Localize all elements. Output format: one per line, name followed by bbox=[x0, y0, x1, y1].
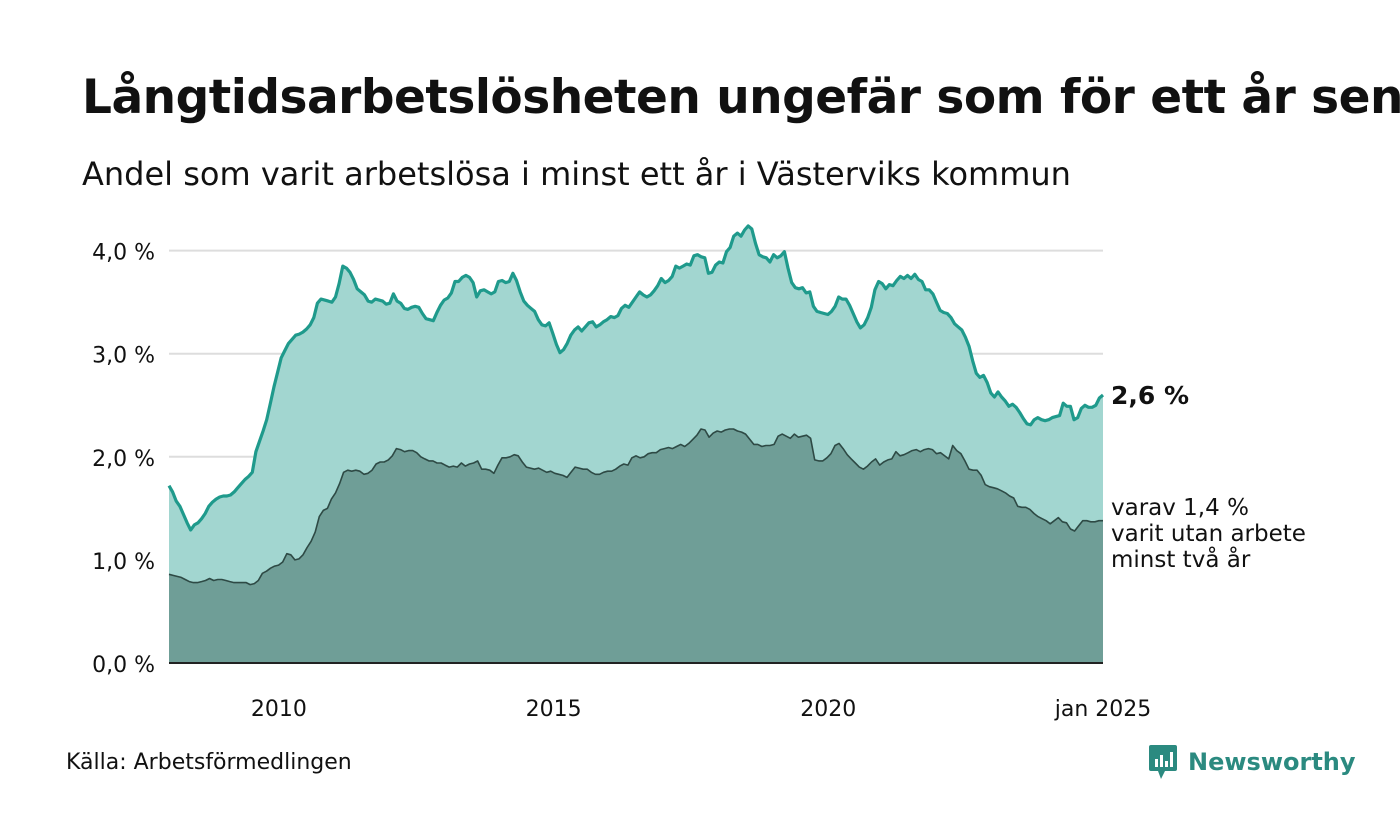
newsworthy-logo-icon bbox=[1149, 745, 1177, 779]
x-axis-tick-labels: 2010 2015 2020 jan 2025 bbox=[251, 697, 1151, 722]
brand-logo[interactable]: Newsworthy bbox=[1148, 744, 1356, 780]
y-tick-label: 4,0 % bbox=[92, 241, 155, 266]
brand-name: Newsworthy bbox=[1188, 748, 1356, 776]
y-axis-tick-labels: 0,0 % 1,0 % 2,0 % 3,0 % 4,0 % bbox=[92, 241, 155, 678]
y-tick-label: 3,0 % bbox=[92, 344, 155, 369]
two-year-unemployment-line bbox=[168, 428, 1103, 586]
y-tick-label: 1,0 % bbox=[92, 550, 155, 575]
two-year-end-label-line: varav 1,4 % bbox=[1111, 495, 1249, 521]
chart-title: Långtidsarbetslösheten ungefär som för e… bbox=[82, 70, 1400, 125]
x-tick-label: 2010 bbox=[251, 697, 307, 722]
total-end-label: 2,6 % bbox=[1111, 381, 1189, 410]
x-tick-label: jan 2025 bbox=[1054, 697, 1152, 722]
x-tick-label: 2015 bbox=[526, 697, 582, 722]
source-note: Källa: Arbetsförmedlingen bbox=[66, 750, 352, 775]
two-year-end-label-line: minst två år bbox=[1111, 545, 1251, 573]
two-year-unemployment-area bbox=[169, 429, 1103, 663]
y-tick-label: 0,0 % bbox=[92, 653, 155, 678]
chart-subtitle: Andel som varit arbetslösa i minst ett å… bbox=[82, 155, 1071, 193]
total-unemployment-line bbox=[167, 224, 1105, 532]
x-tick-label: 2020 bbox=[800, 697, 856, 722]
y-tick-label: 2,0 % bbox=[92, 447, 155, 472]
two-year-end-label-line: varit utan arbete bbox=[1111, 521, 1306, 547]
